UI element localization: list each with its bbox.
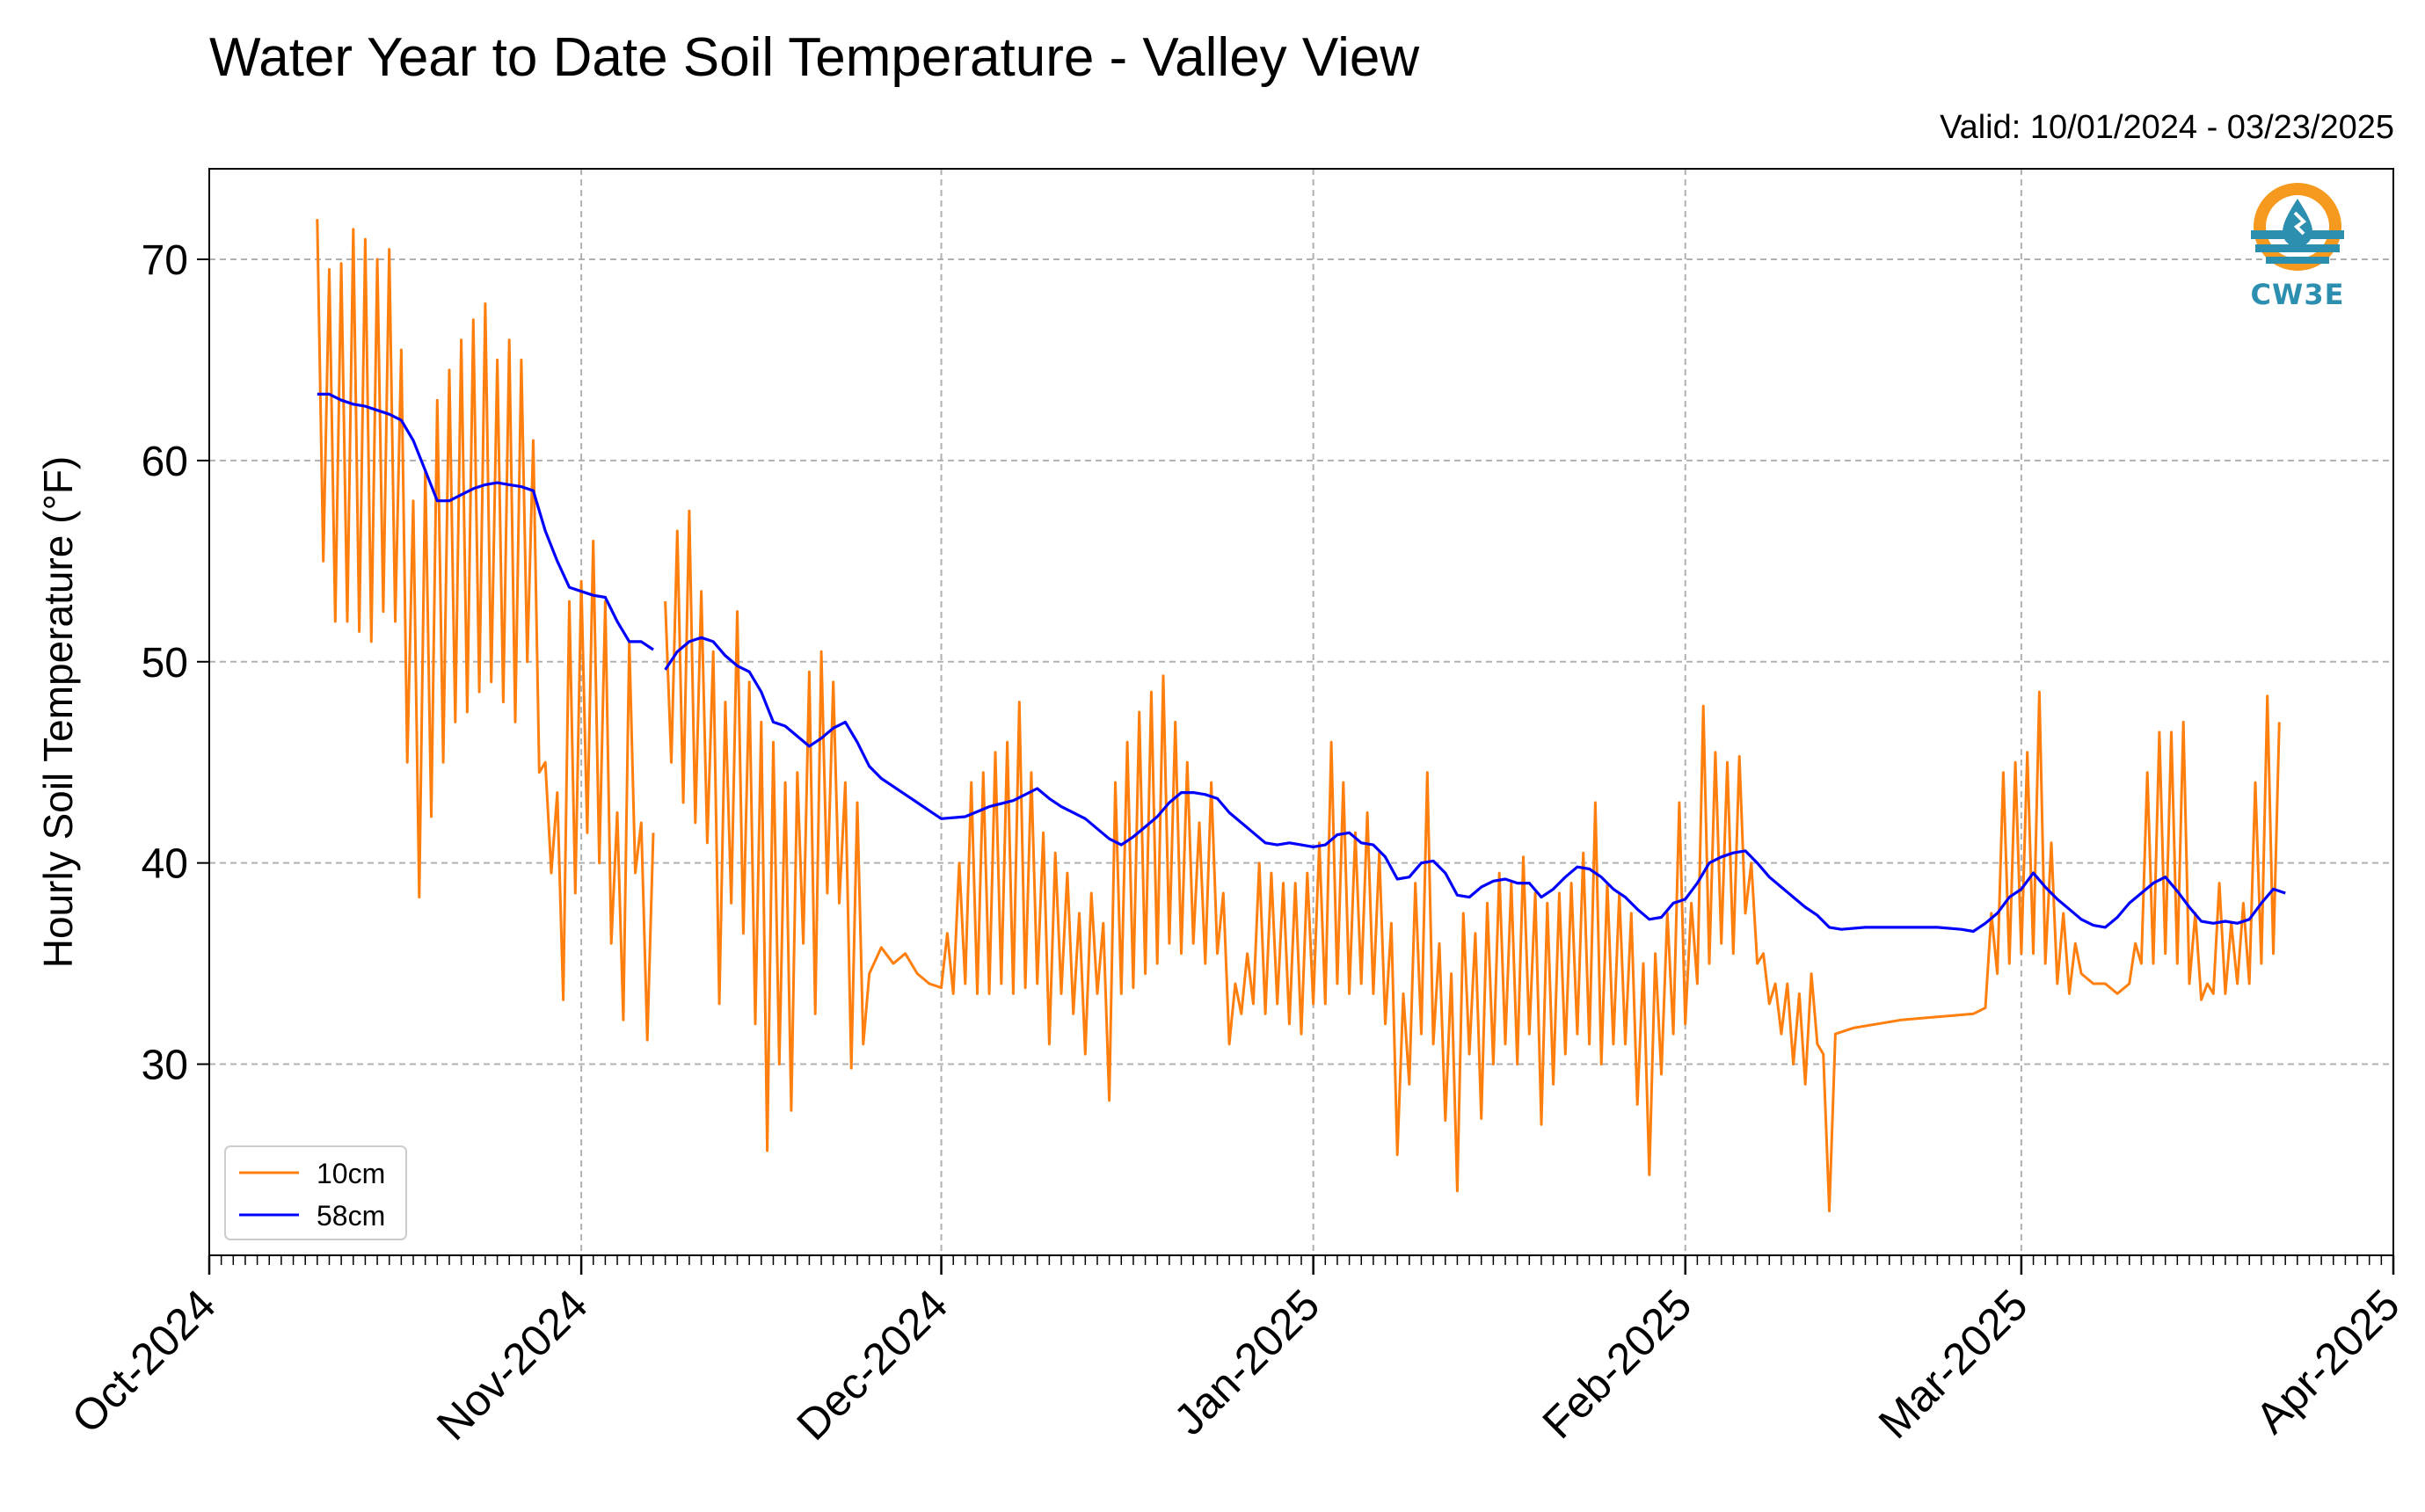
x-tick-label: Nov-2024 — [427, 1280, 597, 1450]
y-tick-label: 70 — [142, 237, 188, 284]
x-tick-label: Oct-2024 — [62, 1280, 225, 1443]
chart-title: Water Year to Date Soil Temperature - Va… — [209, 27, 1420, 88]
y-axis-label: Hourly Soil Temperature (°F) — [35, 456, 81, 969]
cw3e-logo-text: CW3E — [2250, 278, 2345, 311]
valid-date-range: Valid: 10/01/2024 - 03/23/2025 — [1940, 109, 2394, 146]
legend-label-58cm: 58cm — [317, 1200, 385, 1232]
x-tick-label: Apr-2025 — [2247, 1280, 2409, 1443]
x-tick-label: Jan-2025 — [1164, 1280, 1329, 1444]
y-tick-label: 40 — [142, 841, 188, 888]
y-tick-label: 60 — [142, 439, 188, 485]
y-axis: 30 40 50 60 70 — [142, 237, 209, 1089]
x-axis: Oct-2024 Nov-2024 Dec-2024 Jan-2025 Feb-2025… — [62, 1255, 2409, 1450]
series-line-10cm — [316, 219, 2281, 1213]
legend: 10cm 58cm — [224, 1145, 407, 1240]
x-tick-label: Feb-2025 — [1533, 1280, 1701, 1448]
series-line-58cm — [317, 392, 2286, 934]
cw3e-logo — [2251, 183, 2344, 271]
y-tick-label: 30 — [142, 1043, 188, 1089]
series-group — [316, 219, 2286, 1213]
x-tick-label: Mar-2025 — [1869, 1280, 2037, 1448]
x-tick-label: Dec-2024 — [787, 1280, 957, 1450]
legend-label-10cm: 10cm — [317, 1158, 385, 1189]
y-tick-label: 50 — [142, 640, 188, 687]
